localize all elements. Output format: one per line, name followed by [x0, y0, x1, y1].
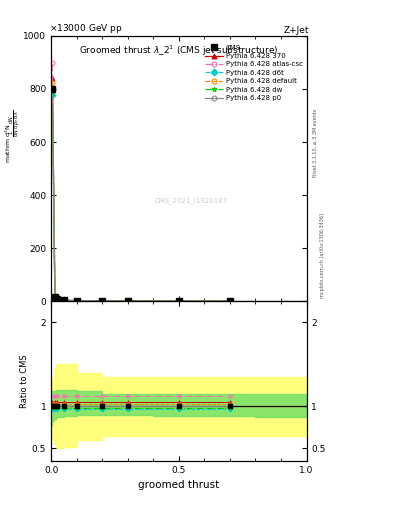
Pythia 6.428 p0 [53, 294, 57, 301]
Pythia 6.428 default [125, 298, 130, 304]
Pythia 6.428 d6t [125, 298, 130, 304]
Pythia 6.428 370 [50, 75, 55, 81]
Legend: CMS, Pythia 6.428 370, Pythia 6.428 atlas-csc, Pythia 6.428 d6t, Pythia 6.428 de: CMS, Pythia 6.428 370, Pythia 6.428 atla… [204, 43, 305, 102]
Pythia 6.428 d6t [62, 297, 66, 304]
Text: $\frac{1}{\mathrm{d}N}\,\frac{\mathrm{d}N}{\mathrm{d}\,p_T\,\mathrm{d}\,\lambda}: $\frac{1}{\mathrm{d}N}\,\frac{\mathrm{d}… [8, 109, 24, 137]
Text: mathrm d$^2$N: mathrm d$^2$N [3, 123, 13, 163]
Text: $\times$13000 GeV pp: $\times$13000 GeV pp [49, 22, 122, 34]
Pythia 6.428 d6t [53, 294, 57, 301]
Pythia 6.428 dw [125, 298, 130, 304]
CMS [74, 297, 79, 304]
Pythia 6.428 dw [100, 297, 105, 304]
Line: Pythia 6.428 dw: Pythia 6.428 dw [50, 91, 232, 304]
Pythia 6.428 default [100, 297, 105, 304]
CMS [53, 294, 57, 301]
Pythia 6.428 d6t [100, 297, 105, 304]
Pythia 6.428 default [62, 297, 66, 304]
Pythia 6.428 p0 [100, 297, 105, 304]
Pythia 6.428 p0 [55, 296, 60, 303]
CMS [228, 298, 232, 304]
Pythia 6.428 p0 [125, 298, 130, 304]
Pythia 6.428 d6t [176, 298, 181, 304]
X-axis label: groomed thrust: groomed thrust [138, 480, 219, 490]
Pythia 6.428 atlas-csc [62, 297, 66, 303]
Pythia 6.428 atlas-csc [74, 297, 79, 304]
Pythia 6.428 atlas-csc [50, 60, 55, 67]
Pythia 6.428 370 [176, 298, 181, 304]
Pythia 6.428 atlas-csc [100, 297, 105, 304]
Pythia 6.428 dw [53, 294, 57, 301]
CMS [62, 297, 66, 304]
CMS [125, 298, 130, 304]
Pythia 6.428 dw [74, 297, 79, 304]
Line: Pythia 6.428 p0: Pythia 6.428 p0 [50, 87, 232, 304]
Pythia 6.428 dw [228, 298, 232, 304]
Pythia 6.428 default [74, 297, 79, 304]
Pythia 6.428 atlas-csc [176, 298, 181, 304]
CMS [100, 297, 105, 304]
CMS [176, 298, 181, 304]
Line: Pythia 6.428 d6t: Pythia 6.428 d6t [50, 93, 232, 304]
Pythia 6.428 dw [55, 296, 60, 303]
Text: mcplots.cern.ch [arXiv:1306.3436]: mcplots.cern.ch [arXiv:1306.3436] [320, 214, 325, 298]
Text: Groomed thrust $\lambda\_2^1$ (CMS jet substructure): Groomed thrust $\lambda\_2^1$ (CMS jet s… [79, 44, 279, 58]
Pythia 6.428 default [50, 79, 55, 86]
Pythia 6.428 atlas-csc [53, 294, 57, 300]
Pythia 6.428 dw [50, 90, 55, 96]
Text: Rivet 3.1.10, ≥ 3.3M events: Rivet 3.1.10, ≥ 3.3M events [312, 109, 318, 178]
Text: Z+Jet: Z+Jet [284, 26, 309, 34]
Pythia 6.428 370 [62, 297, 66, 304]
Pythia 6.428 default [53, 294, 57, 301]
Pythia 6.428 p0 [62, 297, 66, 304]
Line: Pythia 6.428 atlas-csc: Pythia 6.428 atlas-csc [50, 61, 232, 304]
Pythia 6.428 d6t [228, 298, 232, 304]
Pythia 6.428 default [55, 296, 60, 302]
Pythia 6.428 p0 [74, 297, 79, 304]
Pythia 6.428 p0 [50, 86, 55, 92]
Pythia 6.428 default [228, 298, 232, 304]
Line: Pythia 6.428 370: Pythia 6.428 370 [50, 76, 232, 304]
Pythia 6.428 d6t [74, 297, 79, 304]
Pythia 6.428 p0 [228, 298, 232, 304]
Line: CMS: CMS [50, 86, 233, 304]
Pythia 6.428 dw [176, 298, 181, 304]
Y-axis label: Ratio to CMS: Ratio to CMS [20, 354, 29, 408]
Pythia 6.428 atlas-csc [125, 298, 130, 304]
Pythia 6.428 atlas-csc [55, 296, 60, 302]
Pythia 6.428 370 [53, 294, 57, 301]
Pythia 6.428 d6t [50, 92, 55, 98]
Pythia 6.428 370 [100, 297, 105, 304]
Pythia 6.428 p0 [176, 298, 181, 304]
Pythia 6.428 370 [125, 298, 130, 304]
Pythia 6.428 default [176, 298, 181, 304]
Pythia 6.428 atlas-csc [228, 298, 232, 304]
Pythia 6.428 dw [62, 297, 66, 304]
Text: CMS_2021_I1920187: CMS_2021_I1920187 [155, 197, 228, 204]
CMS [55, 296, 60, 303]
Pythia 6.428 370 [228, 298, 232, 304]
Line: Pythia 6.428 default: Pythia 6.428 default [50, 80, 232, 304]
Pythia 6.428 370 [74, 297, 79, 304]
Pythia 6.428 d6t [55, 296, 60, 303]
Pythia 6.428 370 [55, 296, 60, 302]
CMS [50, 86, 55, 92]
